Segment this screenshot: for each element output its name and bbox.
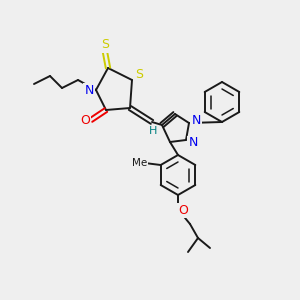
Text: N: N: [191, 115, 201, 128]
Text: O: O: [178, 203, 188, 217]
Text: N: N: [84, 83, 94, 97]
Text: S: S: [135, 68, 143, 82]
Text: H: H: [149, 126, 157, 136]
Text: O: O: [80, 115, 90, 128]
Text: S: S: [101, 38, 109, 52]
Text: Me: Me: [132, 158, 147, 168]
Text: N: N: [188, 136, 198, 149]
